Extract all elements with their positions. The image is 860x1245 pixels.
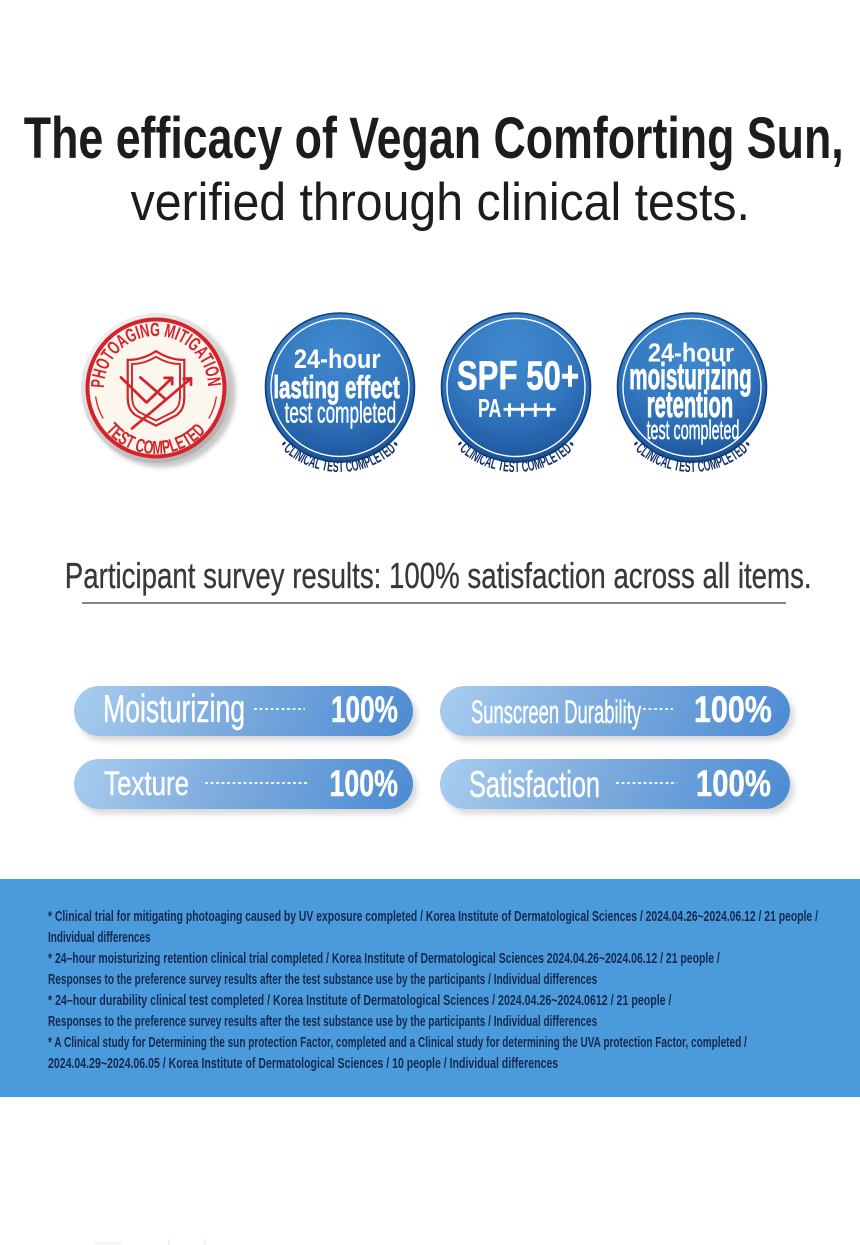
svg-text:24-hour: 24-hour: [648, 339, 735, 369]
svg-text:retention: retention: [647, 385, 733, 426]
svg-text:24-hour: 24-hour: [294, 345, 381, 375]
svg-text:test completed: test completed: [647, 415, 740, 445]
svg-text:SPF 50+: SPF 50+: [457, 352, 579, 398]
svg-text:moisturizing: moisturizing: [629, 357, 751, 398]
svg-text:lasting effect: lasting effect: [273, 370, 400, 406]
svg-text:PA: PA: [478, 393, 501, 422]
svg-text:test completed: test completed: [285, 397, 397, 430]
